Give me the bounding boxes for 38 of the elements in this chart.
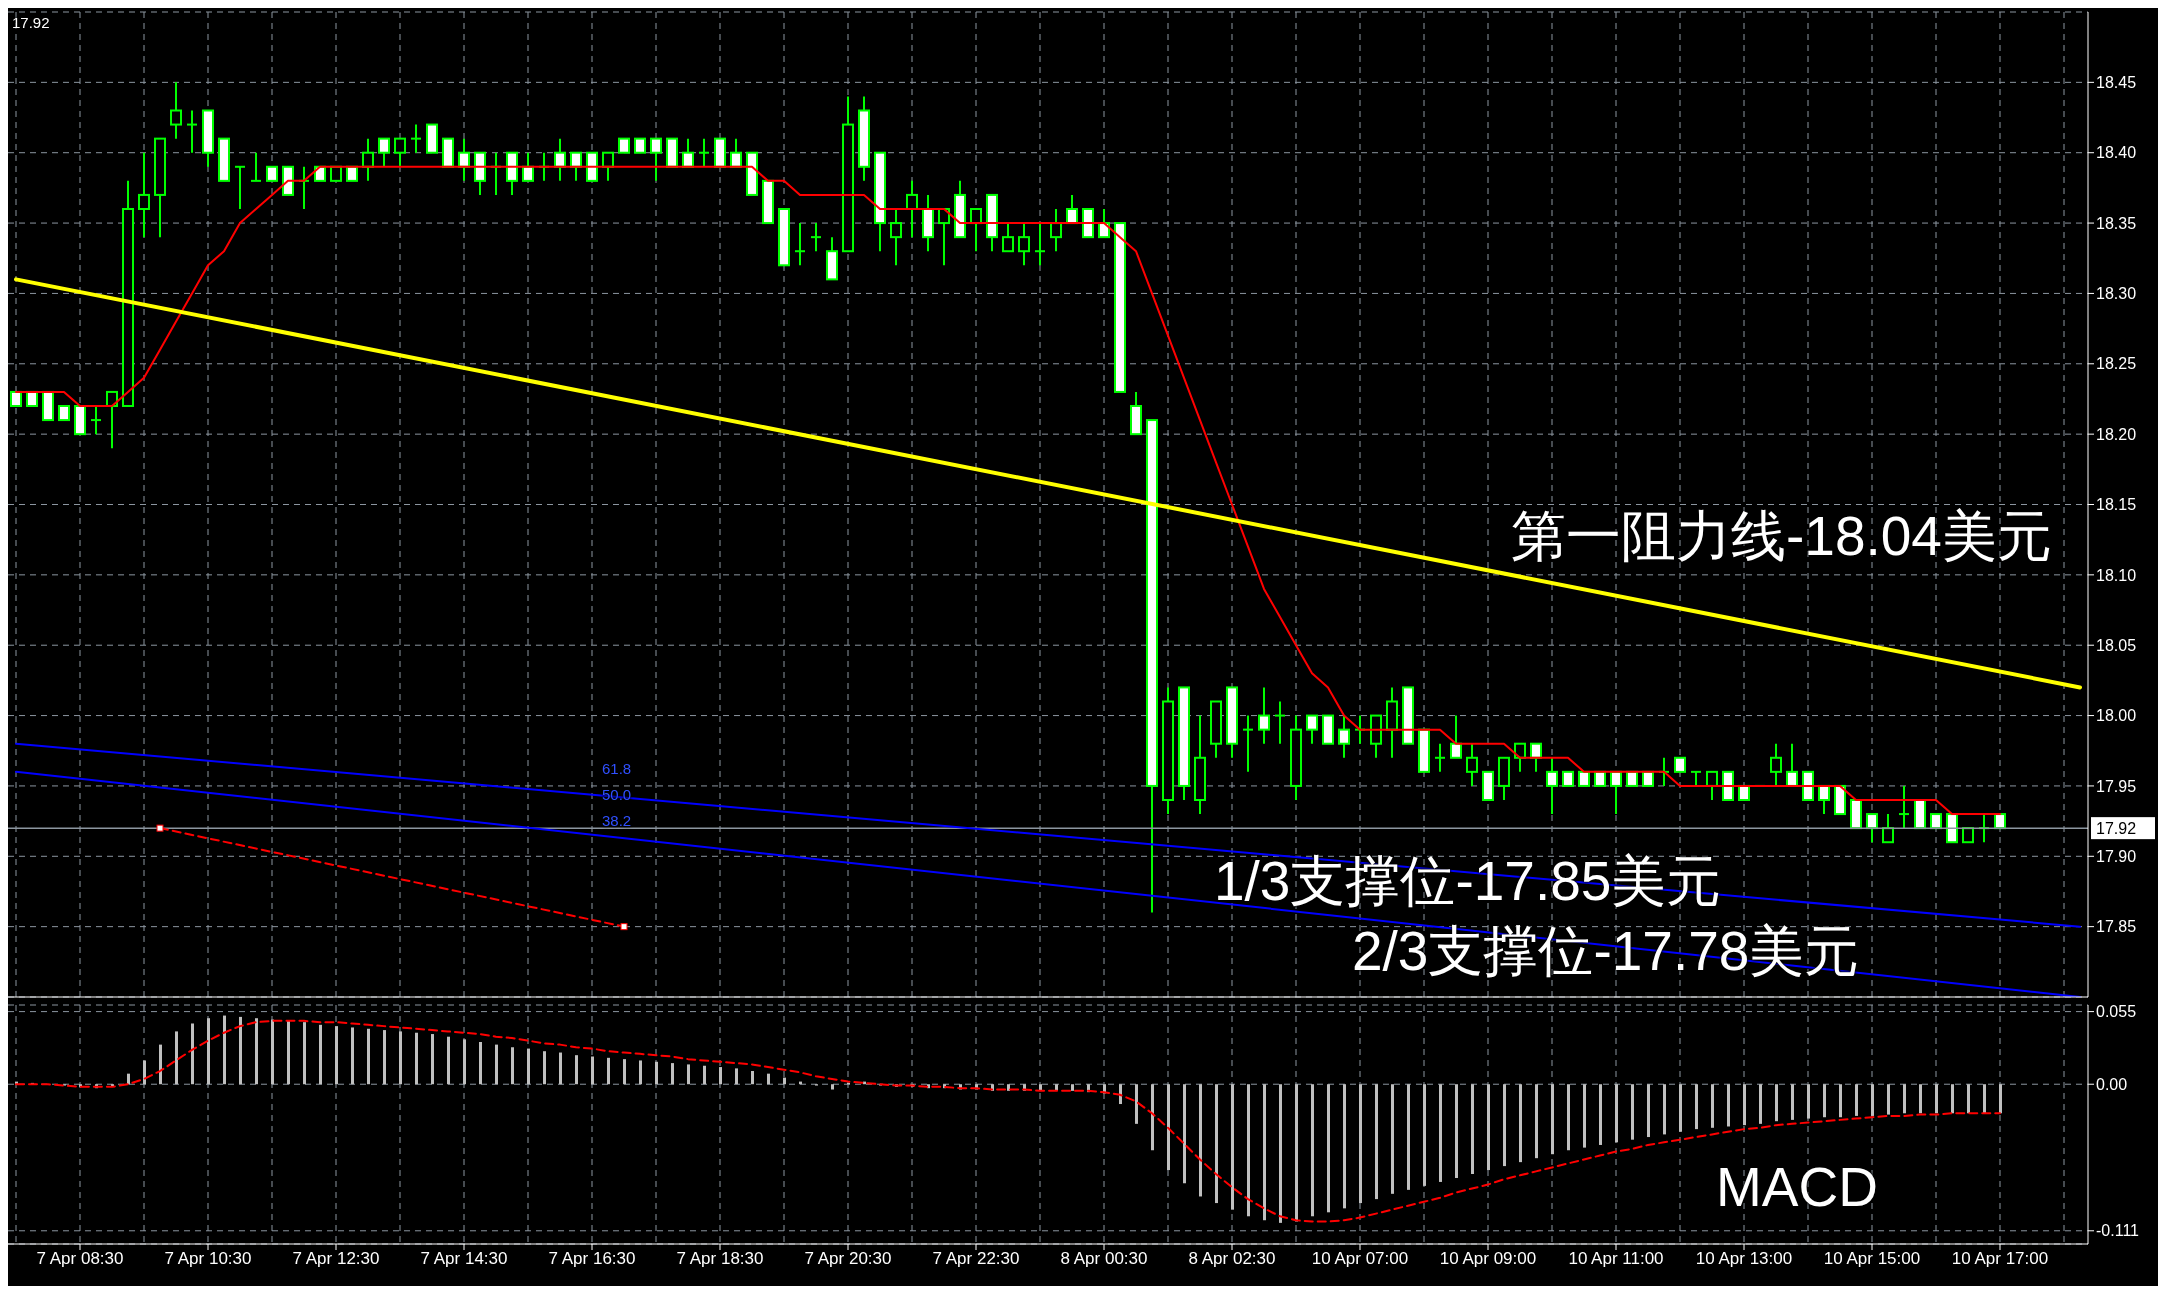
y-tick-label: 18.35 bbox=[2096, 214, 2137, 232]
y-tick-label: 18.10 bbox=[2096, 566, 2137, 584]
y-tick-label: 18.20 bbox=[2096, 425, 2137, 443]
x-tick-label: 10 Apr 17:00 bbox=[1951, 1249, 2049, 1269]
annotation: 第一阻力线-18.04美元 bbox=[1511, 505, 2052, 569]
y-tick-label: 18.00 bbox=[2096, 707, 2137, 725]
x-tick-label: 7 Apr 18:30 bbox=[676, 1249, 764, 1269]
x-tick-label: 7 Apr 22:30 bbox=[932, 1249, 1020, 1269]
x-tick-label: 10 Apr 11:00 bbox=[1568, 1249, 1664, 1269]
y-tick-label: 17.85 bbox=[2096, 918, 2137, 936]
annotation: 17.92 bbox=[12, 14, 50, 32]
x-tick-label: 7 Apr 14:30 bbox=[420, 1249, 508, 1269]
y-tick-label: 17.95 bbox=[2096, 777, 2137, 795]
x-tick-label: 10 Apr 09:00 bbox=[1439, 1249, 1537, 1269]
y-tick-label: 0.00 bbox=[2096, 1075, 2128, 1093]
ref-line-label: 17.92 bbox=[2096, 820, 2137, 838]
x-tick-label: 8 Apr 00:30 bbox=[1060, 1249, 1148, 1269]
x-tick-label: 7 Apr 08:30 bbox=[36, 1249, 124, 1269]
x-tick-label: 7 Apr 12:30 bbox=[292, 1249, 380, 1269]
x-tick-label: 10 Apr 15:00 bbox=[1823, 1249, 1921, 1269]
y-tick-label: 18.40 bbox=[2096, 144, 2137, 162]
y-tick-label: 18.05 bbox=[2096, 636, 2137, 654]
y-tick-label: 18.45 bbox=[2096, 74, 2137, 92]
y-tick-label: 18.30 bbox=[2096, 285, 2137, 303]
annotation: 38.2 bbox=[602, 812, 632, 830]
y-tick-label: 18.25 bbox=[2096, 355, 2137, 373]
y-tick-label: 18.15 bbox=[2096, 496, 2137, 514]
y-tick-label: 17.90 bbox=[2096, 847, 2137, 865]
annotation: MACD bbox=[1716, 1156, 1878, 1220]
x-tick-label: 10 Apr 07:00 bbox=[1311, 1249, 1409, 1269]
x-tick-label: 10 Apr 13:00 bbox=[1695, 1249, 1793, 1269]
x-tick-label: 8 Apr 02:30 bbox=[1188, 1249, 1276, 1269]
x-tick-label: 7 Apr 20:30 bbox=[804, 1249, 892, 1269]
y-tick-label: 0.055 bbox=[2096, 1003, 2137, 1021]
x-tick-label: 7 Apr 16:30 bbox=[548, 1249, 636, 1269]
annotation: 61.8 bbox=[602, 760, 632, 778]
y-tick-label: -0.111 bbox=[2096, 1222, 2140, 1240]
x-tick-label: 7 Apr 10:30 bbox=[164, 1249, 252, 1269]
